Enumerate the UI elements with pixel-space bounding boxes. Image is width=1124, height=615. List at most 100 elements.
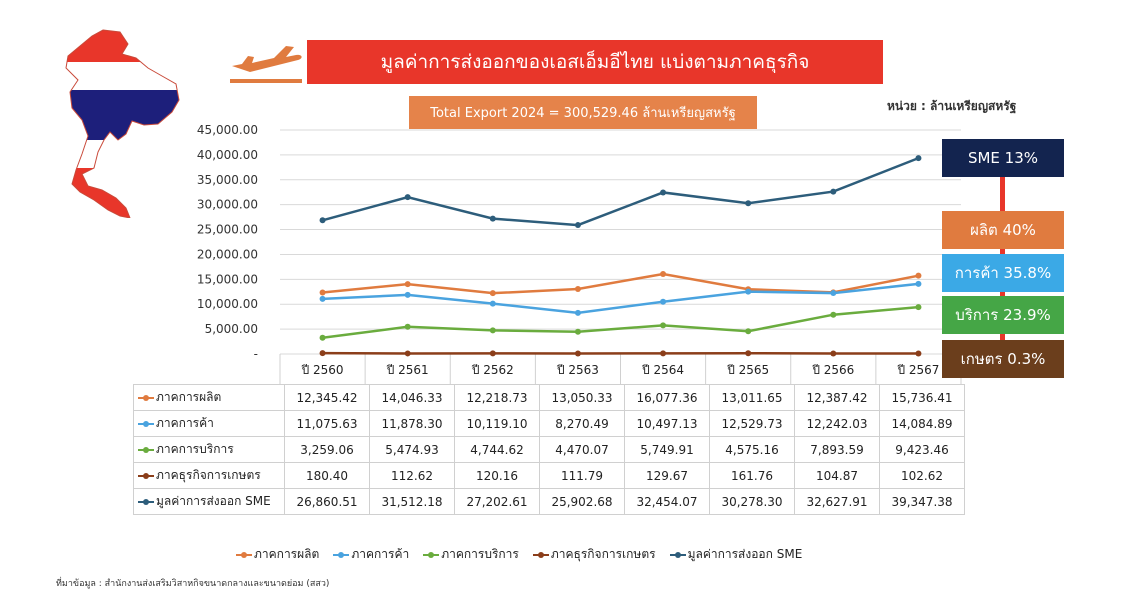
table-cell: 30,278.30	[709, 488, 795, 515]
data-point	[489, 350, 496, 357]
table-cell: 11,878.30	[369, 410, 455, 437]
series-name: ภาคการผลิต	[156, 390, 222, 404]
table-cell: 4,470.07	[539, 436, 625, 463]
table-cell: 27,202.61	[454, 488, 540, 515]
y-tick-label: 10,000.00	[197, 297, 258, 311]
data-point	[404, 350, 411, 357]
legend-label: ภาคการผลิต	[254, 547, 320, 561]
series-marker	[138, 446, 154, 453]
table-cell: 31,512.18	[369, 488, 455, 515]
data-point	[745, 288, 752, 295]
total-export-text: Total Export 2024 = 300,529.46 ล้านเหรีย…	[430, 106, 736, 121]
table-cell: 5,749.91	[624, 436, 710, 463]
badge-manufacturing: ผลิต 40%	[942, 211, 1064, 249]
legend-label: มูลค่าการส่งออก SME	[687, 547, 803, 561]
series-line	[322, 272, 919, 295]
table-cell: 4,744.62	[454, 436, 540, 463]
legend-marker	[532, 551, 549, 558]
row-label: ภาคการบริการ	[133, 436, 285, 463]
source-note: ที่มาข้อมูล : สำนักงานส่งเสริมวิสาหกิจขน…	[56, 579, 330, 589]
badge-trade: การค้า 35.8%	[942, 254, 1064, 292]
legend-marker	[333, 551, 350, 558]
x-tick-label: ปี 2562	[471, 363, 514, 377]
table-cell: 12,218.73	[454, 384, 540, 411]
legend-marker	[423, 551, 440, 558]
data-point	[574, 350, 581, 357]
y-tick-label: 15,000.00	[197, 272, 258, 286]
table-cell: 13,050.33	[539, 384, 625, 411]
series-marker	[138, 420, 154, 427]
table-row: ภาคการผลิต 12,345.42 14,046.33 12,218.73 13,…	[133, 384, 965, 411]
data-point	[574, 309, 581, 316]
chart-title-banner: มูลค่าการส่งออกของเอสเอ็มอีไทย แบ่งตามภา…	[307, 40, 883, 84]
series-name: ภาคธุรกิจการเกษตร	[156, 468, 261, 482]
table-cell: 10,497.13	[624, 410, 710, 437]
x-tick-label: ปี 2567	[897, 363, 940, 377]
data-point	[915, 350, 922, 357]
y-tick-label: 20,000.00	[197, 247, 258, 261]
data-point	[660, 350, 667, 357]
thailand-map-icon	[65, 29, 180, 218]
data-point	[745, 200, 752, 207]
y-tick-label: 45,000.00	[197, 123, 258, 137]
table-cell: 104.87	[794, 462, 880, 489]
table-cell: 111.79	[539, 462, 625, 489]
data-point	[660, 270, 667, 277]
table-cell: 11,075.63	[284, 410, 370, 437]
table-cell: 13,011.65	[709, 384, 795, 411]
x-tick-label: ปี 2563	[556, 363, 599, 377]
legend-item: ภาคการผลิต	[236, 545, 319, 564]
row-label: ภาคการค้า	[133, 410, 285, 437]
x-tick-label: ปี 2561	[386, 363, 429, 377]
row-label: ภาคธุรกิจการเกษตร	[133, 462, 285, 489]
table-cell: 7,893.59	[794, 436, 880, 463]
data-point	[745, 328, 752, 335]
x-tick-label: ปี 2565	[727, 363, 770, 377]
unit-label: หน่วย : ล้านเหรียญสหรัฐ	[887, 99, 1017, 113]
data-point	[830, 350, 837, 357]
table-cell: 12,387.42	[794, 384, 880, 411]
data-point	[830, 311, 837, 318]
data-point	[915, 155, 922, 162]
y-tick-label: 35,000.00	[197, 173, 258, 187]
table-row: ภาคธุรกิจการเกษตร 180.40 112.62 120.16 111.7…	[133, 462, 965, 489]
table-cell: 120.16	[454, 462, 540, 489]
series-line	[322, 305, 919, 340]
chart-title: มูลค่าการส่งออกของเอสเอ็มอีไทย แบ่งตามภา…	[380, 51, 810, 73]
legend-label: ภาคการบริการ	[441, 547, 519, 561]
airplane-takeoff-icon	[230, 46, 302, 83]
data-point	[574, 328, 581, 335]
total-export-box: Total Export 2024 = 300,529.46 ล้านเหรีย…	[409, 96, 757, 129]
table-cell: 32,454.07	[624, 488, 710, 515]
chart-legend: ภาคการผลิต ภาคการค้า ภาคการบริการ ภาคธุรกิจ…	[236, 545, 802, 564]
data-point	[319, 350, 326, 357]
data-point	[660, 298, 667, 305]
table-cell: 102.62	[879, 462, 965, 489]
data-point	[745, 350, 752, 357]
data-point	[404, 323, 411, 330]
legend-item: ภาคธุรกิจการเกษตร	[532, 545, 656, 564]
table-cell: 32,627.91	[794, 488, 880, 515]
table-cell: 4,575.16	[709, 436, 795, 463]
legend-item: ภาคการค้า	[333, 545, 409, 564]
series-line	[322, 282, 919, 315]
table-cell: 12,345.42	[284, 384, 370, 411]
legend-marker	[669, 551, 686, 558]
data-point	[574, 222, 581, 229]
table-cell: 3,259.06	[284, 436, 370, 463]
y-tick-label: -	[254, 347, 258, 361]
data-point	[489, 215, 496, 222]
table-cell: 5,474.93	[369, 436, 455, 463]
data-point	[319, 217, 326, 224]
table-cell: 16,077.36	[624, 384, 710, 411]
table-cell: 15,736.41	[879, 384, 965, 411]
y-tick-label: 5,000.00	[205, 322, 258, 336]
data-point	[915, 272, 922, 279]
table-cell: 39,347.38	[879, 488, 965, 515]
table-cell: 26,860.51	[284, 488, 370, 515]
x-tick-label: ปี 2564	[642, 363, 685, 377]
data-point	[574, 286, 581, 293]
data-point	[404, 281, 411, 288]
badge-agriculture: เกษตร 0.3%	[942, 340, 1064, 378]
y-tick-label: 25,000.00	[197, 223, 258, 237]
